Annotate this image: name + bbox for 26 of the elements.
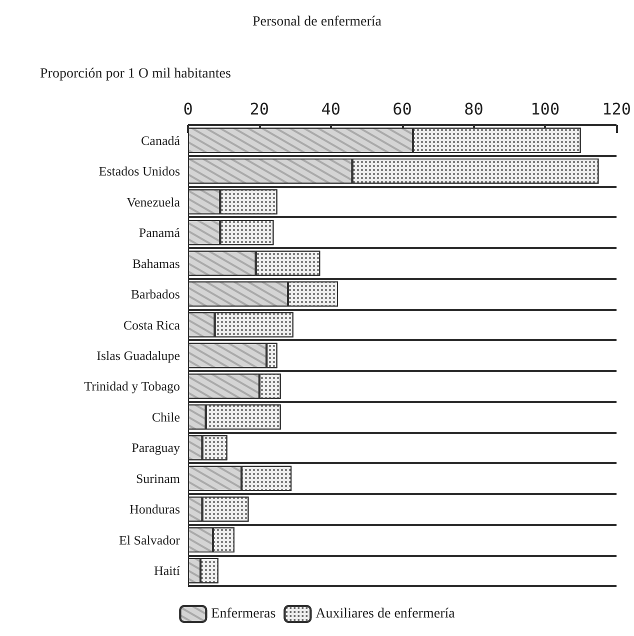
y-tick-label: Islas Guadalupe <box>96 348 180 363</box>
y-tick-label: Haití <box>154 563 180 578</box>
y-tick-label: Barbados <box>130 286 180 302</box>
legend-label: Enfermeras <box>211 606 276 622</box>
y-tick-label: Honduras <box>129 502 180 517</box>
chart-subtitle: Proporción por 1 O mil habitantes <box>40 66 231 82</box>
x-tick-label: 40 <box>321 100 340 118</box>
x-tick-label: 20 <box>250 100 270 118</box>
x-tick-label: 100 <box>530 100 560 118</box>
y-tick-label: Chile <box>152 409 180 424</box>
y-tick-label: Panamá <box>138 225 180 240</box>
y-tick-label: El Salvador <box>118 532 181 548</box>
x-tick-label: 0 <box>183 100 193 118</box>
x-tick-label: 120 <box>602 100 632 118</box>
y-tick-label: Costa Rica <box>123 317 180 332</box>
y-tick-label: Estados Unidos <box>98 164 180 179</box>
y-tick-label: Paraguay <box>132 440 180 456</box>
legend-label: Auxiliares de enfermería <box>316 606 456 622</box>
x-tick-label: 80 <box>464 100 484 118</box>
x-tick-label: 60 <box>392 100 412 118</box>
y-tick-label: Trinidad y Tobago <box>84 378 180 394</box>
y-tick-label: Bahamas <box>132 256 180 271</box>
y-tick-label: Canadá <box>141 132 180 148</box>
chart-title: Personal de enfermería <box>252 14 382 30</box>
y-tick-label: Venezuela <box>126 194 180 210</box>
y-tick-label: Surinam <box>136 470 180 486</box>
